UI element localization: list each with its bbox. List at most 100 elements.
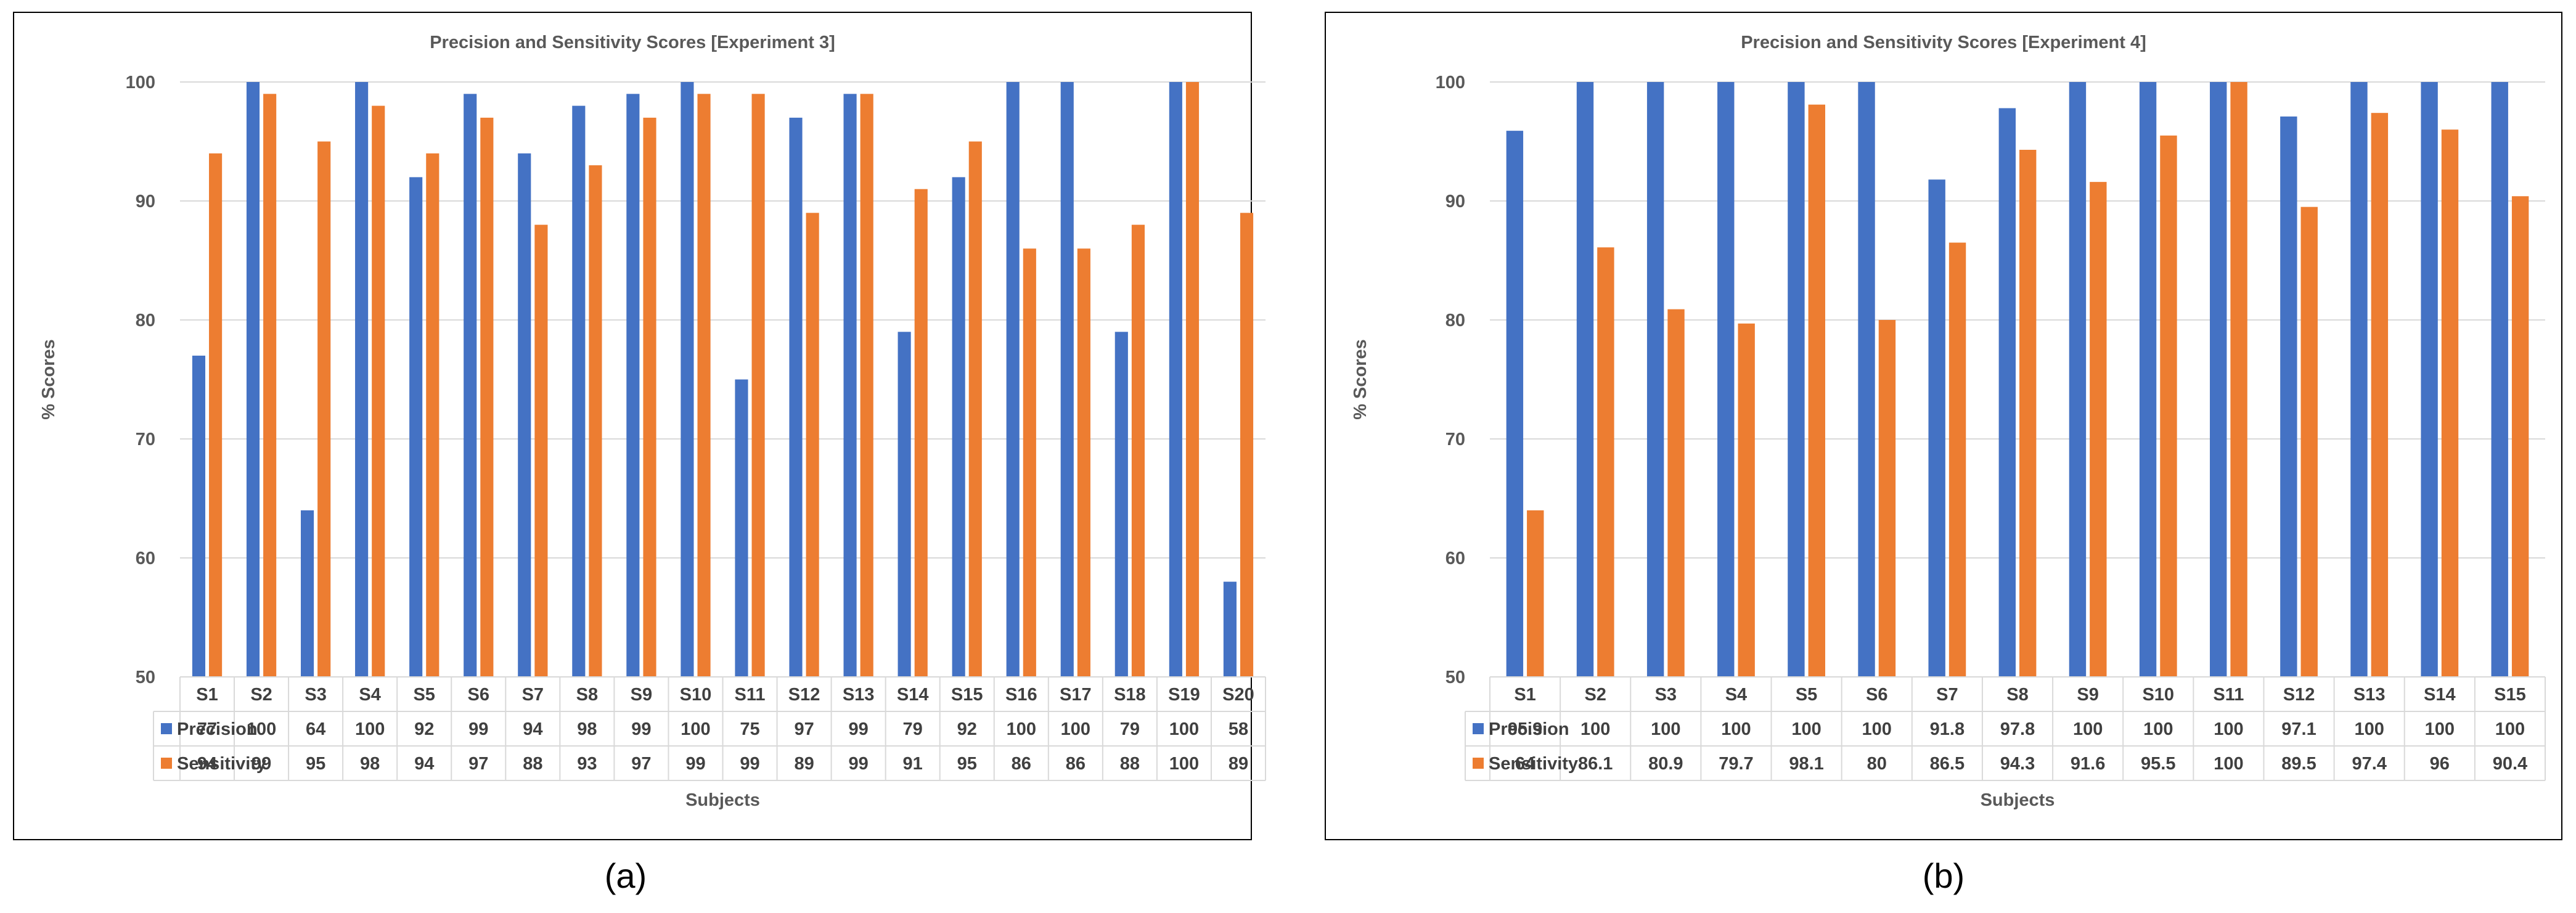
- sensitivity-bar-s14: [2441, 129, 2459, 677]
- y-axis-label: % Scores: [39, 339, 59, 420]
- sensitivity-bar-s14: [914, 189, 928, 677]
- precision-bar-s14: [898, 332, 911, 677]
- data-label: 89: [1229, 754, 1248, 774]
- precision-bar-s8: [1998, 108, 2016, 677]
- data-label: 75: [740, 719, 759, 739]
- data-label: 100: [2143, 719, 2173, 739]
- precision-bar-s16: [1006, 82, 1020, 677]
- data-label: 99: [685, 754, 705, 774]
- y-tick-label: 100: [1436, 73, 1465, 92]
- data-label: 88: [523, 754, 542, 774]
- sensitivity-bar-s18: [1131, 224, 1145, 678]
- precision-bar-s2: [246, 82, 260, 677]
- sensitivity-bar-s10: [2160, 135, 2177, 678]
- data-label: 91: [903, 754, 923, 774]
- data-label: 86.5: [1930, 754, 1965, 774]
- chart-panel-1: Precision and Sensitivity Scores [Experi…: [13, 12, 1266, 895]
- precision-bar-s6: [464, 94, 477, 678]
- y-tick-label: 90: [136, 192, 155, 211]
- data-label: 100: [681, 719, 710, 739]
- precision-bar-s4: [1717, 82, 1735, 677]
- data-label: 86.1: [1578, 754, 1613, 774]
- data-table: S1 S2 S3 S4 S5 S6 S7 S8 S9 S10 S11 S12 S13 S14 S15 Prec…: [1465, 676, 2546, 781]
- data-label: 58: [1229, 719, 1248, 739]
- data-label: 97: [794, 719, 814, 739]
- data-label: 95: [306, 754, 325, 774]
- precision-bar-s7: [1928, 179, 1945, 677]
- sensitivity-bar-s9: [643, 117, 656, 677]
- sensitivity-bar-s11: [751, 94, 765, 678]
- precision-bar-s1: [1506, 131, 1524, 677]
- precision-bar-s12: [789, 117, 803, 677]
- data-label: 100: [1169, 719, 1199, 739]
- x-tick-label: S5: [1796, 685, 1817, 705]
- data-label: 94: [523, 719, 542, 739]
- data-label: 97.8: [2000, 719, 2035, 739]
- data-label: 88: [1120, 754, 1140, 774]
- x-tick-label: S11: [2213, 685, 2244, 705]
- data-label: 89.5: [2281, 754, 2316, 774]
- x-tick-label: S6: [1866, 685, 1887, 705]
- sensitivity-bar-s8: [589, 165, 602, 678]
- x-tick-label: S9: [2077, 685, 2098, 705]
- data-label: 99: [631, 719, 651, 739]
- data-label: 64: [1515, 754, 1535, 774]
- legend-label-sensitivity: Sensitivity: [1489, 754, 1578, 774]
- data-label: 92: [414, 719, 434, 739]
- x-tick-label: S1: [196, 685, 218, 705]
- data-label: 95: [957, 754, 977, 774]
- sensitivity-bar-s17: [1077, 248, 1090, 677]
- precision-bar-s19: [1169, 82, 1182, 677]
- x-tick-label: S4: [1725, 685, 1747, 705]
- precision-bar-s17: [1060, 82, 1074, 677]
- data-label: 99: [740, 754, 759, 774]
- data-label: 100: [1580, 719, 1610, 739]
- x-tick-label: S3: [1655, 685, 1677, 705]
- data-label: 79.7: [1719, 754, 1753, 774]
- precision-bar-s8: [572, 105, 586, 678]
- data-label: 99: [848, 719, 868, 739]
- y-axis-label: % Scores: [1351, 339, 1370, 420]
- sensitivity-bar-s1: [1527, 510, 1544, 677]
- y-tick-label: 50: [136, 668, 155, 687]
- x-tick-label: S7: [522, 685, 544, 705]
- x-tick-label: S7: [1936, 685, 1958, 705]
- sensitivity-bar-s7: [534, 224, 548, 678]
- y-tick-label: 60: [136, 549, 155, 568]
- data-label: 64: [306, 719, 325, 739]
- x-tick-label: S20: [1222, 685, 1254, 705]
- data-label: 100: [355, 719, 385, 739]
- x-tick-label: S12: [788, 685, 820, 705]
- sensitivity-bar-s5: [426, 153, 440, 678]
- data-label: 89: [794, 754, 814, 774]
- precision-bar-s13: [843, 94, 857, 678]
- sensitivity-bar-s6: [1878, 320, 1896, 677]
- x-tick-label: S1: [1514, 685, 1535, 705]
- data-label: 86: [1012, 754, 1031, 774]
- data-label: 100: [1169, 754, 1199, 774]
- x-tick-label: S14: [897, 685, 929, 705]
- sensitivity-bar-s9: [2090, 182, 2107, 677]
- sensitivity-bar-s20: [1240, 213, 1254, 677]
- x-tick-label: S4: [359, 685, 380, 705]
- precision-bar-s18: [1114, 332, 1128, 677]
- precision-bar-s9: [2069, 82, 2087, 677]
- sensitivity-bar-s6: [480, 117, 494, 677]
- sensitivity-bar-s3: [317, 141, 331, 677]
- x-tick-label: S10: [680, 685, 712, 705]
- precision-bar-s11: [2210, 82, 2227, 677]
- precision-bar-s14: [2421, 82, 2438, 677]
- x-tick-label: S16: [1005, 685, 1037, 705]
- data-label: 100: [247, 719, 276, 739]
- data-label: 91.6: [2071, 754, 2105, 774]
- data-label: 97: [468, 754, 488, 774]
- sensitivity-bar-s19: [1185, 82, 1200, 677]
- sensitivity-bar-s13: [2371, 113, 2389, 677]
- data-label: 100: [1061, 719, 1090, 739]
- precision-bar-s10: [681, 82, 694, 677]
- precision-bar-s4: [355, 82, 369, 677]
- y-tick-label: 90: [1445, 192, 1465, 211]
- data-label: 99: [468, 719, 488, 739]
- data-label: 100: [2425, 719, 2455, 739]
- x-tick-label: S2: [1584, 685, 1606, 705]
